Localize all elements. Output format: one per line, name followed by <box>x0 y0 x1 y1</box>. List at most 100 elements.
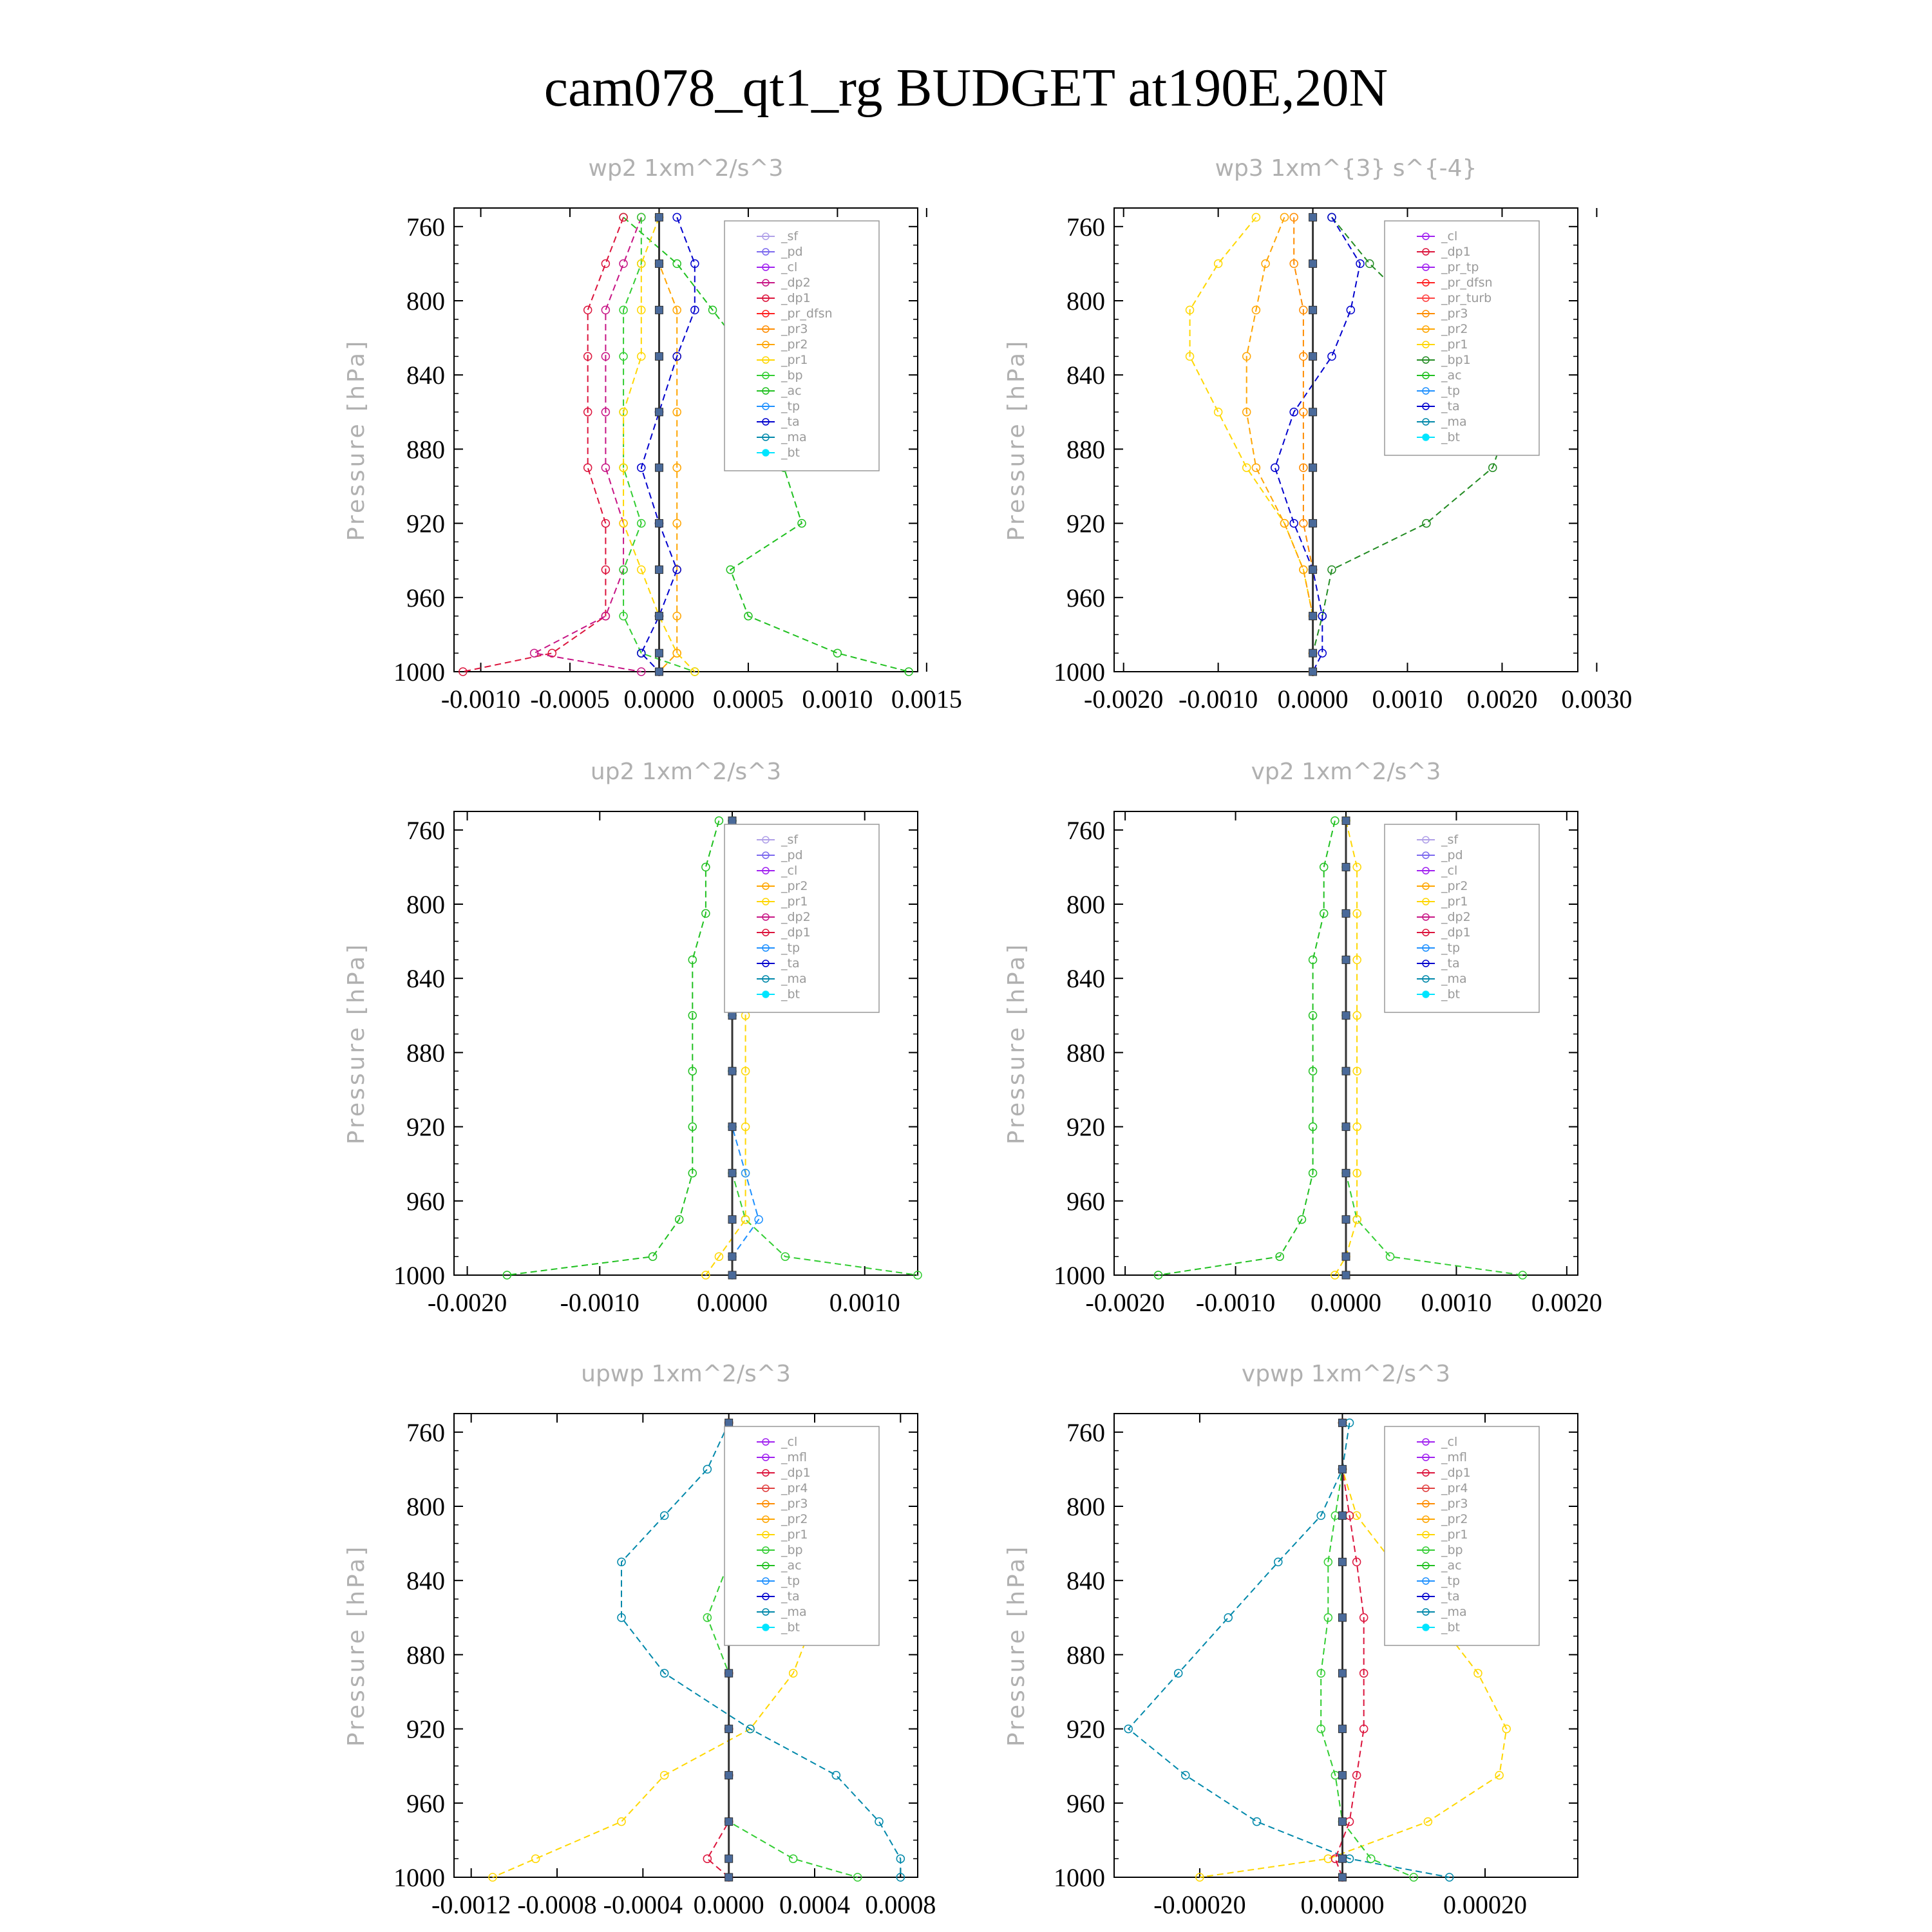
panel5-point-bp <box>703 1613 712 1622</box>
panel4-y-tick-label: 960 <box>1066 1187 1105 1216</box>
panel4-legend-label: _dp2 <box>1441 910 1471 924</box>
panel6-y-tick-label: 960 <box>1066 1789 1105 1818</box>
panel2-legend-label: _pr_dfsn <box>1441 276 1493 290</box>
panel2-point-bp1 <box>1488 463 1497 472</box>
panel1-point-dp1 <box>601 259 611 269</box>
panel4-point-pr1 <box>1352 862 1361 872</box>
panel6-legend-label: _ta <box>1441 1589 1460 1604</box>
panel2-point-pr2 <box>1242 352 1251 361</box>
panel1-x-tick-label: 0.0000 <box>623 685 694 714</box>
panel2-legend-marker <box>1422 387 1430 395</box>
panel5-point-bt <box>724 1669 734 1678</box>
panel4-point-bp <box>1518 1271 1528 1280</box>
panel1-legend-marker <box>762 279 770 287</box>
panel4-y-tick-label: 760 <box>1066 816 1105 845</box>
panel2-y-label: Pressure [hPa] <box>1003 339 1030 541</box>
panel5-x-tick-label: -0.0008 <box>517 1890 596 1919</box>
panel2-legend <box>1384 220 1540 456</box>
panel2-point-bt <box>1309 612 1318 621</box>
panel1-point-dp1 <box>547 649 557 658</box>
panel4-point-pr1 <box>1331 1271 1340 1280</box>
panel5-legend-marker <box>762 1531 770 1539</box>
panel2-point-pr3 <box>1289 259 1298 269</box>
panel6: vpwp 1xm^2/s^3 Pressure [hPa] 760 800 840 880… <box>1003 1361 1578 1919</box>
panel6-point-ma <box>1224 1613 1233 1622</box>
panel5-point-ma <box>746 1724 755 1734</box>
panel6-point-dp1 <box>1359 1669 1368 1678</box>
panel2-point-pr3 <box>1299 463 1308 472</box>
panel6-series-dp1 <box>1334 1423 1365 1878</box>
panel1-y-tick-label: 1000 <box>393 658 445 687</box>
panel1-y-tick-label: 960 <box>406 583 445 612</box>
panel6-point-bt <box>1338 1418 1347 1427</box>
panel2-legend-label: _dp1 <box>1441 245 1471 259</box>
panel1-y-label: Pressure [hPa] <box>343 339 370 541</box>
panel1-point-ac <box>904 667 913 676</box>
panel6-point-bt <box>1338 1854 1347 1863</box>
panel3-series-ac <box>507 820 720 1276</box>
panel2-point-pr1 <box>1213 408 1223 417</box>
panel1-legend-label: _bt <box>781 446 800 460</box>
panel6-point-pr1 <box>1423 1817 1433 1826</box>
panel2-legend-label: _cl <box>1441 229 1457 243</box>
panel2-x-tick-label: 0.0020 <box>1466 685 1537 714</box>
panel2-point-pr3 <box>1299 408 1308 417</box>
panel5-point-pr1 <box>488 1873 497 1882</box>
panel2-legend-label: _bp1 <box>1441 353 1471 367</box>
panel3-title: up2 1xm^2/s^3 <box>591 759 781 785</box>
panel5: upwp 1xm^2/s^3 Pressure [hPa] 760 800 840 880… <box>343 1361 936 1919</box>
panel1-series-pr2 <box>658 217 678 672</box>
panel1-legend-marker <box>762 433 770 441</box>
panel2-point-bt <box>1309 463 1318 472</box>
panel4-x-tick-label: 0.0010 <box>1421 1288 1492 1317</box>
panel3-point-bt <box>728 1271 737 1280</box>
panel2-y-tick-label: 960 <box>1066 583 1105 612</box>
panel5-series-ma <box>621 1422 902 1877</box>
panel1-series-dp2 <box>532 217 642 672</box>
panel3-legend-marker <box>762 960 770 967</box>
panel1-legend-label: _ta <box>781 415 800 429</box>
panel3-point-tp <box>754 1215 763 1224</box>
panel5-point-bt <box>724 1817 734 1826</box>
panel5-legend-label: _pr2 <box>781 1512 808 1526</box>
panel5-legend-label: _ta <box>781 1589 800 1604</box>
panel2-title: wp3 1xm^{3} s^{-4} <box>1215 155 1477 182</box>
panel4-point-bt <box>1341 862 1350 871</box>
panel5-point-pr1 <box>659 1770 669 1780</box>
panel6-legend-label: _ma <box>1441 1605 1467 1619</box>
panel2-point-bt <box>1309 305 1318 314</box>
panel3-legend-label: _ta <box>781 956 800 971</box>
panel2-point-pr2 <box>1299 565 1308 574</box>
panel1-series-pr1 <box>623 217 696 672</box>
panel5-y-label: Pressure [hPa] <box>343 1544 370 1747</box>
panel1-point-bt <box>654 463 663 472</box>
panel2-legend-label: _pr2 <box>1441 322 1468 336</box>
panel1-point-dp1 <box>601 518 611 528</box>
panel1-point-pr2 <box>672 463 681 472</box>
panel6-legend-label: _mfl <box>1441 1450 1467 1464</box>
panel6-legend-marker <box>1422 1608 1430 1616</box>
panel1-point-pr2 <box>672 305 681 315</box>
panel4-point-ac <box>1297 1215 1307 1224</box>
panel1-point-bp <box>637 518 646 528</box>
panel4-point-ac <box>1308 1066 1318 1075</box>
panel6-legend-marker <box>1422 1515 1430 1523</box>
panel2-point-ta <box>1327 352 1336 361</box>
panel1-legend-label: _ac <box>781 384 802 398</box>
panel2-point-ta <box>1356 259 1365 269</box>
panel1-point-dp2 <box>601 408 611 417</box>
panel5-point-dp1 <box>703 1854 712 1863</box>
panel1-point-bt <box>654 612 663 621</box>
panel1-point-pr1 <box>637 352 646 361</box>
panel2-legend-marker <box>1422 418 1430 426</box>
panel2-point-pr3 <box>1299 352 1308 361</box>
panel5-x-tick-label: 0.0008 <box>865 1890 936 1919</box>
panel2-y-tick-label: 920 <box>1066 509 1105 538</box>
panel5-legend-label: _pr1 <box>781 1528 808 1542</box>
panel1-legend-marker <box>762 449 770 457</box>
panel4-y-tick-label: 800 <box>1066 890 1105 919</box>
panel6-y-tick-label: 920 <box>1066 1715 1105 1744</box>
panel4-point-bp <box>1385 1252 1395 1261</box>
panel1-point-bt <box>654 408 663 417</box>
panel1-legend-label: _sf <box>781 229 799 243</box>
